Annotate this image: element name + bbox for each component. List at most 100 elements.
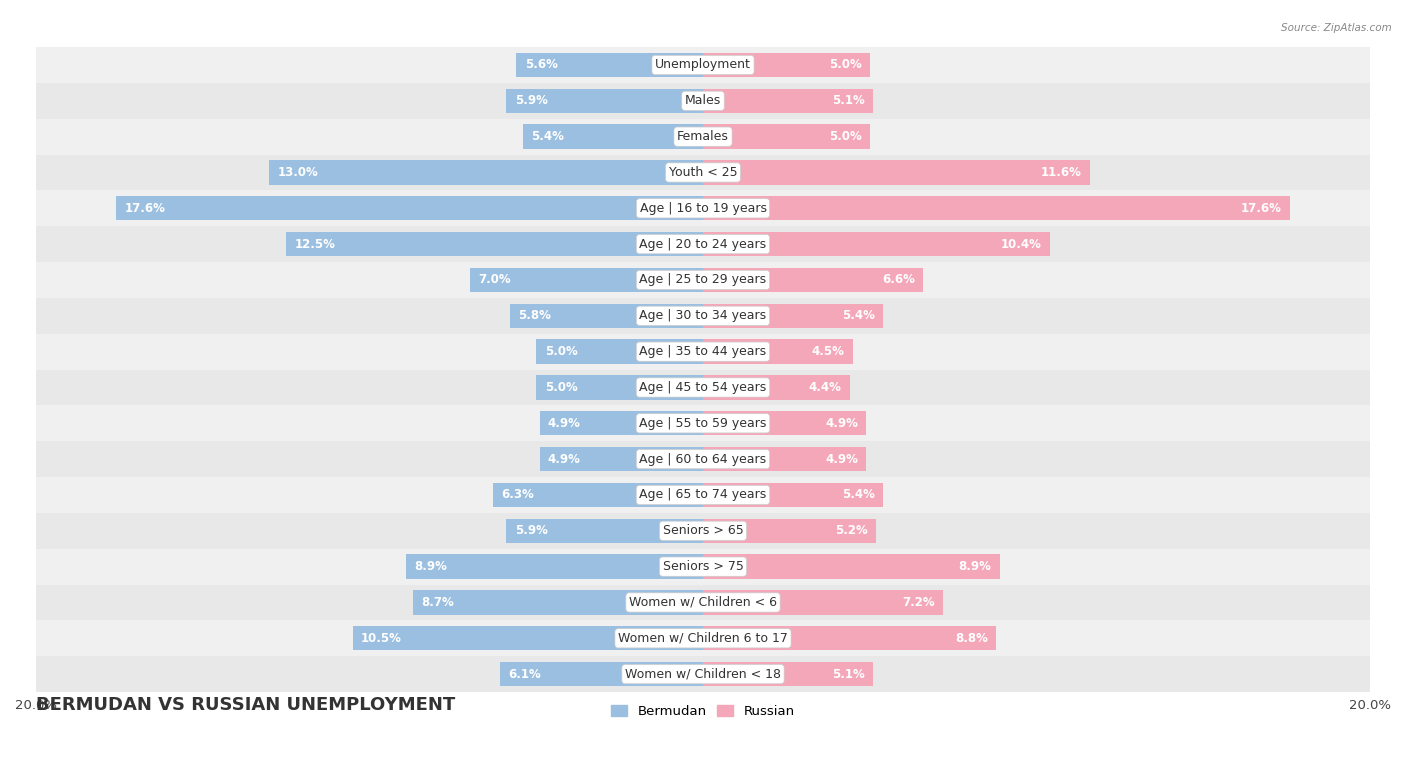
Bar: [37, 298, 1369, 334]
Text: 5.0%: 5.0%: [828, 58, 862, 71]
Text: Seniors > 75: Seniors > 75: [662, 560, 744, 573]
Bar: [506, 519, 703, 543]
Bar: [703, 232, 1050, 257]
Bar: [703, 662, 873, 687]
Text: 5.0%: 5.0%: [828, 130, 862, 143]
Bar: [703, 124, 870, 149]
Bar: [37, 334, 1369, 369]
Text: 5.1%: 5.1%: [832, 668, 865, 681]
Text: Males: Males: [685, 95, 721, 107]
Text: 10.5%: 10.5%: [361, 632, 402, 645]
Bar: [270, 160, 703, 185]
Legend: Bermudan, Russian: Bermudan, Russian: [606, 699, 800, 723]
Bar: [540, 411, 703, 435]
Bar: [37, 513, 1369, 549]
Bar: [703, 304, 883, 328]
Bar: [37, 191, 1369, 226]
Bar: [703, 519, 876, 543]
Text: 17.6%: 17.6%: [124, 202, 166, 215]
Bar: [470, 268, 703, 292]
Text: 8.9%: 8.9%: [959, 560, 991, 573]
Bar: [353, 626, 703, 650]
Text: 5.0%: 5.0%: [544, 345, 578, 358]
Bar: [37, 656, 1369, 692]
Text: 4.9%: 4.9%: [548, 417, 581, 430]
Bar: [506, 89, 703, 113]
Text: Age | 25 to 29 years: Age | 25 to 29 years: [640, 273, 766, 286]
Bar: [413, 590, 703, 615]
Bar: [37, 262, 1369, 298]
Bar: [703, 89, 873, 113]
Bar: [37, 549, 1369, 584]
Bar: [703, 626, 997, 650]
Text: 8.7%: 8.7%: [422, 596, 454, 609]
Text: Women w/ Children 6 to 17: Women w/ Children 6 to 17: [619, 632, 787, 645]
Bar: [516, 53, 703, 77]
Text: Women w/ Children < 18: Women w/ Children < 18: [626, 668, 780, 681]
Bar: [499, 662, 703, 687]
Bar: [703, 411, 866, 435]
Bar: [540, 447, 703, 472]
Text: Age | 45 to 54 years: Age | 45 to 54 years: [640, 381, 766, 394]
Text: 5.1%: 5.1%: [832, 95, 865, 107]
Text: 11.6%: 11.6%: [1040, 166, 1081, 179]
Text: 4.4%: 4.4%: [808, 381, 841, 394]
Bar: [703, 160, 1090, 185]
Bar: [494, 483, 703, 507]
Text: 4.9%: 4.9%: [548, 453, 581, 466]
Text: 13.0%: 13.0%: [278, 166, 319, 179]
Text: 7.0%: 7.0%: [478, 273, 510, 286]
Text: Age | 65 to 74 years: Age | 65 to 74 years: [640, 488, 766, 501]
Bar: [37, 477, 1369, 513]
Bar: [37, 226, 1369, 262]
Bar: [117, 196, 703, 220]
Text: 7.2%: 7.2%: [903, 596, 935, 609]
Text: Source: ZipAtlas.com: Source: ZipAtlas.com: [1281, 23, 1392, 33]
Text: 5.4%: 5.4%: [842, 488, 875, 501]
Text: Age | 16 to 19 years: Age | 16 to 19 years: [640, 202, 766, 215]
Text: Youth < 25: Youth < 25: [669, 166, 737, 179]
Text: Women w/ Children < 6: Women w/ Children < 6: [628, 596, 778, 609]
Bar: [37, 154, 1369, 191]
Text: 6.6%: 6.6%: [882, 273, 915, 286]
Bar: [37, 47, 1369, 83]
Bar: [703, 53, 870, 77]
Text: 5.0%: 5.0%: [544, 381, 578, 394]
Bar: [37, 369, 1369, 406]
Text: 10.4%: 10.4%: [1001, 238, 1042, 251]
Text: 5.9%: 5.9%: [515, 95, 547, 107]
Bar: [37, 406, 1369, 441]
Bar: [703, 447, 866, 472]
Bar: [37, 584, 1369, 621]
Text: Seniors > 65: Seniors > 65: [662, 525, 744, 537]
Bar: [703, 483, 883, 507]
Bar: [536, 375, 703, 400]
Bar: [37, 83, 1369, 119]
Bar: [703, 196, 1289, 220]
Text: Age | 55 to 59 years: Age | 55 to 59 years: [640, 417, 766, 430]
Text: 12.5%: 12.5%: [294, 238, 336, 251]
Text: 4.5%: 4.5%: [811, 345, 845, 358]
Bar: [37, 441, 1369, 477]
Text: 5.8%: 5.8%: [517, 310, 551, 322]
Bar: [703, 590, 943, 615]
Text: 8.9%: 8.9%: [415, 560, 447, 573]
Text: 4.9%: 4.9%: [825, 453, 858, 466]
Bar: [287, 232, 703, 257]
Text: Unemployment: Unemployment: [655, 58, 751, 71]
Bar: [703, 554, 1000, 579]
Text: Age | 60 to 64 years: Age | 60 to 64 years: [640, 453, 766, 466]
Text: 5.6%: 5.6%: [524, 58, 557, 71]
Text: 5.4%: 5.4%: [842, 310, 875, 322]
Text: Age | 35 to 44 years: Age | 35 to 44 years: [640, 345, 766, 358]
Bar: [523, 124, 703, 149]
Bar: [703, 268, 924, 292]
Text: 4.9%: 4.9%: [825, 417, 858, 430]
Text: 6.1%: 6.1%: [508, 668, 541, 681]
Bar: [37, 621, 1369, 656]
Bar: [536, 339, 703, 364]
Text: Age | 30 to 34 years: Age | 30 to 34 years: [640, 310, 766, 322]
Bar: [703, 375, 849, 400]
Text: Females: Females: [678, 130, 728, 143]
Text: 5.9%: 5.9%: [515, 525, 547, 537]
